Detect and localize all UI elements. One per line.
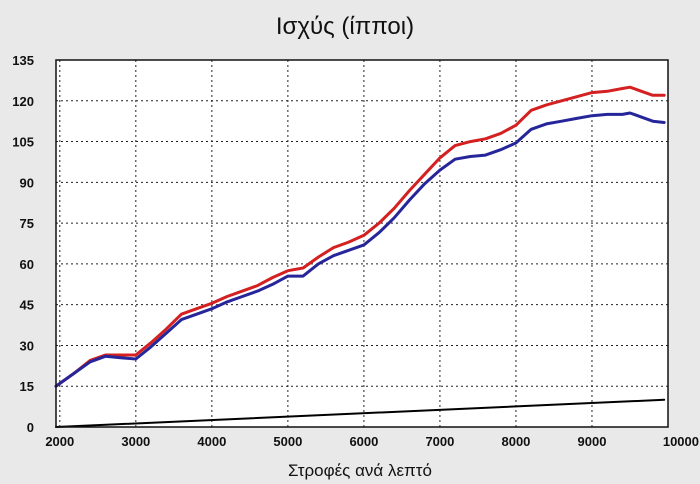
y-tick-label: 0 — [27, 420, 34, 435]
x-tick-label: 2000 — [45, 434, 74, 449]
grid-lines — [56, 60, 668, 427]
plot-border — [55, 59, 669, 428]
x-tick-label: 7000 — [425, 434, 454, 449]
x-tick-label: 6000 — [349, 434, 378, 449]
y-axis-ticks: 0 15 30 45 60 75 90 105 120 135 — [12, 53, 34, 435]
y-tick-label: 90 — [20, 175, 34, 190]
x-tick-label: 5000 — [273, 434, 302, 449]
y-tick-label: 75 — [20, 216, 34, 231]
x-tick-label: 10000 — [663, 434, 699, 449]
y-tick-label: 135 — [12, 53, 34, 68]
x-tick-label: 9000 — [578, 434, 607, 449]
series-line-3 — [55, 398, 666, 428]
x-tick-label: 4000 — [197, 434, 226, 449]
x-axis-label: Στροφές ανά λεπτό — [288, 461, 432, 480]
y-tick-label: 105 — [12, 135, 34, 150]
series-line-1 — [54, 85, 666, 388]
chart-title: Ισχύς (ίπποι) — [276, 13, 414, 40]
x-tick-label: 8000 — [501, 434, 530, 449]
y-tick-label: 15 — [20, 379, 34, 394]
plot-area — [56, 60, 668, 427]
series-line-2 — [54, 111, 666, 388]
y-tick-label: 45 — [20, 298, 34, 313]
x-tick-label: 3000 — [121, 434, 150, 449]
y-tick-label: 120 — [12, 94, 34, 109]
y-tick-label: 60 — [20, 257, 34, 272]
y-tick-label: 30 — [20, 338, 34, 353]
series-lines — [54, 85, 666, 428]
x-axis-ticks: 2000 3000 4000 5000 6000 7000 8000 9000 10000 — [45, 434, 699, 449]
